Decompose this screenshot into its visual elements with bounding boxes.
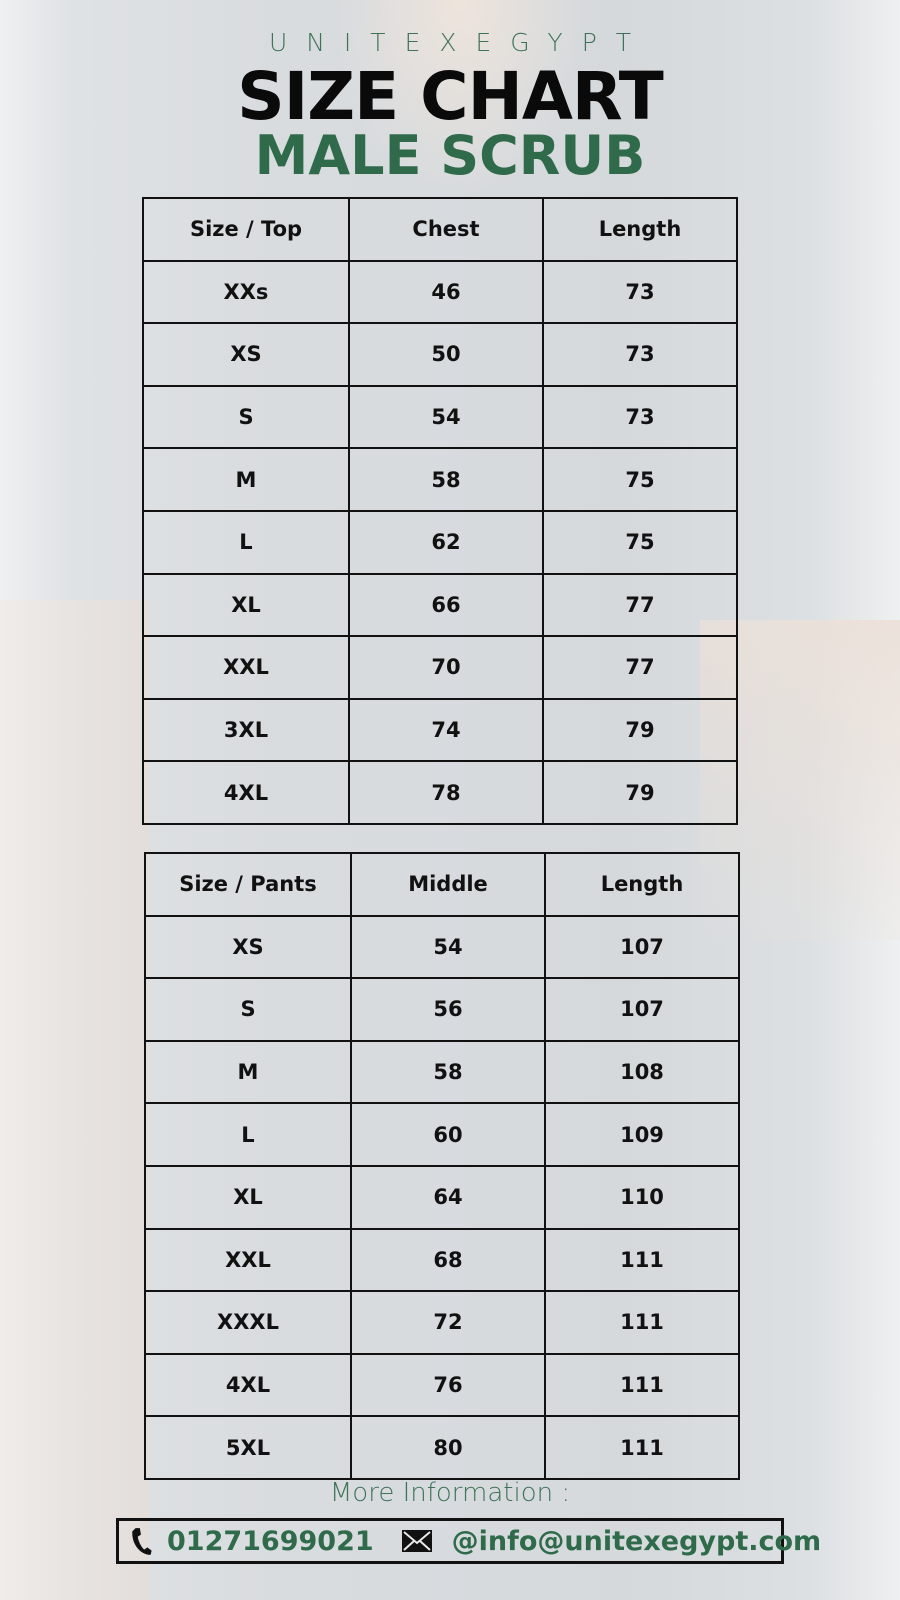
length-cell: 109 xyxy=(544,1102,740,1167)
page-title: SIZE CHART xyxy=(237,58,664,135)
length-cell: 79 xyxy=(542,697,738,763)
column-header: Size / Top xyxy=(142,197,350,262)
more-information-label: More Information : xyxy=(329,1478,571,1508)
measure-cell: 56 xyxy=(350,977,546,1042)
measure-cell: 64 xyxy=(350,1164,546,1230)
measure-cell: 58 xyxy=(348,447,544,512)
size-cell: L xyxy=(142,509,350,575)
size-cell: 5XL xyxy=(144,1415,352,1480)
measure-cell: 62 xyxy=(348,509,544,575)
measure-cell: 72 xyxy=(350,1290,546,1355)
table-header-row: Size / Top Chest Length xyxy=(142,197,738,262)
size-cell: XL xyxy=(142,572,350,638)
table-row: M 58 75 xyxy=(142,447,738,512)
measure-cell: 54 xyxy=(348,384,544,450)
table-row: L 62 75 xyxy=(142,509,738,575)
length-cell: 111 xyxy=(544,1415,740,1480)
length-cell: 79 xyxy=(542,760,738,825)
length-cell: 110 xyxy=(544,1164,740,1230)
table-row: XL 66 77 xyxy=(142,572,738,638)
phone-icon xyxy=(129,1526,155,1556)
measure-cell: 80 xyxy=(350,1415,546,1480)
column-header: Size / Pants xyxy=(144,852,352,917)
size-cell: XXL xyxy=(142,635,350,700)
measure-cell: 68 xyxy=(350,1227,546,1293)
column-header: Chest xyxy=(348,197,544,262)
size-cell: XXXL xyxy=(144,1290,352,1355)
size-cell: M xyxy=(144,1039,352,1105)
length-cell: 77 xyxy=(542,635,738,700)
table-header-row: Size / Pants Middle Length xyxy=(144,852,740,917)
phone-number[interactable]: 01271699021 xyxy=(167,1525,374,1557)
column-header: Middle xyxy=(350,852,546,917)
length-cell: 111 xyxy=(544,1290,740,1355)
length-cell: 111 xyxy=(544,1352,740,1418)
table-row: M 58 108 xyxy=(144,1039,740,1105)
table-row: XXs 46 73 xyxy=(142,259,738,325)
length-cell: 111 xyxy=(544,1227,740,1293)
table-row: 5XL 80 111 xyxy=(144,1415,740,1480)
size-cell: XS xyxy=(142,322,350,387)
length-cell: 73 xyxy=(542,322,738,387)
table-row: XXL 68 111 xyxy=(144,1227,740,1293)
table-row: 4XL 76 111 xyxy=(144,1352,740,1418)
background-photo-hand xyxy=(0,600,150,1600)
table-row: S 54 73 xyxy=(142,384,738,450)
length-cell: 73 xyxy=(542,259,738,325)
column-header: Length xyxy=(542,197,738,262)
measure-cell: 46 xyxy=(348,259,544,325)
table-row: S 56 107 xyxy=(144,977,740,1042)
length-cell: 73 xyxy=(542,384,738,450)
length-cell: 107 xyxy=(544,914,740,980)
size-cell: XL xyxy=(144,1164,352,1230)
table-row: XXXL 72 111 xyxy=(144,1290,740,1355)
measure-cell: 58 xyxy=(350,1039,546,1105)
size-cell: 4XL xyxy=(142,760,350,825)
size-cell: XXs xyxy=(142,259,350,325)
column-header: Length xyxy=(544,852,740,917)
contact-box: 01271699021 @info@unitexegypt.com xyxy=(116,1518,821,1564)
length-cell: 107 xyxy=(544,977,740,1042)
measure-cell: 74 xyxy=(348,697,544,763)
size-cell: L xyxy=(144,1102,352,1167)
length-cell: 77 xyxy=(542,572,738,638)
page-subtitle: MALE SCRUB xyxy=(254,124,646,187)
length-cell: 75 xyxy=(542,447,738,512)
table-row: XS 50 73 xyxy=(142,322,738,387)
envelope-icon xyxy=(401,1530,432,1552)
measure-cell: 54 xyxy=(350,914,546,980)
brand-name: UNITEXEGYPT xyxy=(268,28,651,57)
size-cell: 3XL xyxy=(142,697,350,763)
table-row: XL 64 110 xyxy=(144,1164,740,1230)
measure-cell: 70 xyxy=(348,635,544,700)
table-row: 3XL 74 79 xyxy=(142,697,738,763)
table-row: XS 54 107 xyxy=(144,914,740,980)
measure-cell: 60 xyxy=(350,1102,546,1167)
size-cell: 4XL xyxy=(144,1352,352,1418)
size-cell: M xyxy=(142,447,350,512)
measure-cell: 50 xyxy=(348,322,544,387)
measure-cell: 66 xyxy=(348,572,544,638)
size-cell: XXL xyxy=(144,1227,352,1293)
length-cell: 75 xyxy=(542,509,738,575)
pants-size-table: Size / Pants Middle Length XS 54 107 S 56 107… xyxy=(144,852,740,1480)
email-address[interactable]: @info@unitexegypt.com xyxy=(451,1525,822,1557)
background-photo-neck xyxy=(330,0,590,200)
size-cell: XS xyxy=(144,914,352,980)
table-row: 4XL 78 79 xyxy=(142,760,738,825)
measure-cell: 76 xyxy=(350,1352,546,1418)
top-size-table: Size / Top Chest Length XXs 46 73 XS 50 73 S 54… xyxy=(142,197,738,825)
table-row: L 60 109 xyxy=(144,1102,740,1167)
size-cell: S xyxy=(142,384,350,450)
length-cell: 108 xyxy=(544,1039,740,1105)
size-cell: S xyxy=(144,977,352,1042)
table-row: XXL 70 77 xyxy=(142,635,738,700)
measure-cell: 78 xyxy=(348,760,544,825)
